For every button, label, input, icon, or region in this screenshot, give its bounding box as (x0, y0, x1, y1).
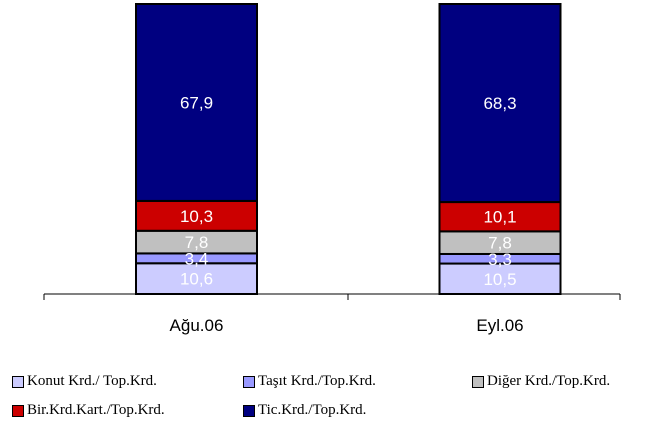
data-label-2-1: 7,8 (488, 234, 512, 253)
bar-segment-4-1 (438, 3, 562, 204)
labels-layer: 10,63,47,810,367,9Ağu.0610,53,37,810,168… (170, 93, 524, 335)
stacked-bar-chart: 10,63,47,810,367,9Ağu.0610,53,37,810,168… (43, 3, 621, 335)
legend-label-tic: Tic.Krd./Top.Krd. (258, 402, 367, 418)
data-label-0-0: 10,6 (180, 270, 213, 289)
legend-label-konut: Konut Krd./ Top.Krd. (27, 373, 157, 389)
data-label-4-1: 68,3 (483, 94, 516, 113)
legend-label-diger: Diğer Krd./Top.Krd. (487, 373, 611, 389)
legend-swatch-kart (12, 404, 24, 417)
legend-swatch-tasit (243, 375, 255, 388)
legend-label-tasit: Taşıt Krd./Top.Krd. (258, 373, 376, 389)
data-label-4-0: 67,9 (180, 93, 213, 112)
data-label-1-0: 3,4 (185, 249, 209, 268)
legend-swatch-tic (243, 404, 255, 417)
bars-layer (135, 3, 562, 296)
data-label-1-1: 3,3 (488, 250, 512, 269)
category-label-1: Eyl.06 (476, 316, 523, 335)
data-label-0-1: 10,5 (483, 270, 516, 289)
data-label-3-0: 10,3 (180, 207, 213, 226)
data-label-2-0: 7,8 (185, 233, 209, 252)
legend-item-diger: Diğer Krd./Top.Krd. (472, 373, 610, 390)
legend-item-kart: Bir.Krd.Kart./Top.Krd. (12, 402, 165, 419)
legend-item-tic: Tic.Krd./Top.Krd. (243, 402, 366, 419)
data-label-3-1: 10,1 (483, 208, 516, 227)
legend-swatch-konut (12, 375, 24, 388)
bar-segment-4-0 (135, 3, 258, 202)
legend-item-konut: Konut Krd./ Top.Krd. (12, 373, 157, 390)
legend-item-tasit: Taşıt Krd./Top.Krd. (243, 373, 376, 390)
category-label-0: Ağu.06 (170, 316, 224, 335)
legend-label-kart: Bir.Krd.Kart./Top.Krd. (27, 402, 165, 418)
legend-swatch-diger (472, 375, 484, 388)
